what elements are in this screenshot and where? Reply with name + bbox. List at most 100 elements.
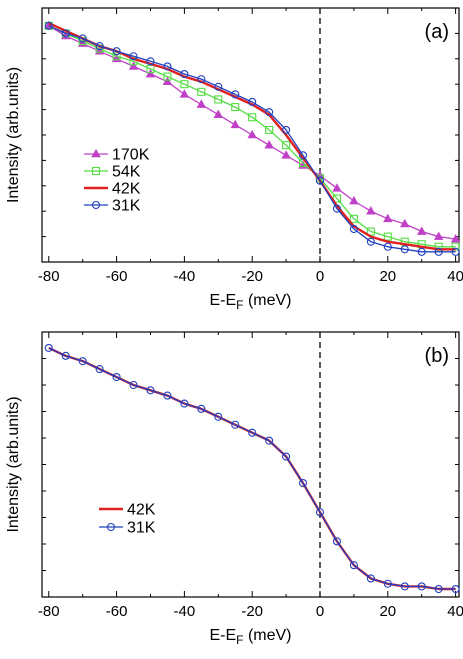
panel-a-series-170k-point: [128, 61, 139, 70]
panel-a-series-31k-point: [417, 247, 426, 256]
panel-a-series-31k-point: [95, 42, 104, 51]
panel-a-series-170k-point: [230, 119, 240, 129]
panel-a-series-54k-point: [248, 113, 257, 122]
panel-b-series-31k-point: [180, 399, 189, 408]
panel-b-series-31k-point: [129, 380, 138, 390]
panel-a-series-31k-point: [383, 242, 392, 251]
panel-b-legend-31k-marker: [106, 522, 116, 532]
panel-a-series-54k-point: [180, 80, 189, 89]
panel-a-legend-42k-label: 42K: [112, 181, 141, 198]
panel-b-series-31k-point: [282, 452, 291, 461]
panel-b-series-42k-line: [48, 346, 456, 591]
panel-a-series-31k-point: [61, 29, 70, 38]
panel-a-series-170k-point: [332, 183, 342, 192]
panel-a-series-31k-point: [434, 247, 443, 256]
panel-b-y-axis-title: Intensity (arb.units): [5, 396, 22, 532]
panel-a-series-54k-point: [163, 72, 172, 81]
panel-a-x-tick-label: -20: [241, 268, 263, 285]
panel-b-series-31k-point: [214, 412, 223, 421]
panel-a-series-54k-point: [197, 87, 206, 96]
panel-a-series-170k-point: [383, 213, 393, 223]
panel-a-y-axis-title: Intensity (arb.units): [5, 67, 22, 203]
panel-b-series-31k-point: [197, 404, 206, 413]
panel-b-series-31k-point: [298, 478, 308, 488]
panel-b-label: (b): [425, 345, 449, 367]
panel-b-series-31k-point: [146, 386, 155, 395]
panel-b-legend-42k-label: 42K: [127, 502, 156, 519]
panel-a-series-31k-point: [163, 62, 172, 71]
panel-a-legend-31k-label: 31K: [112, 198, 141, 215]
panel-b-series-31k-point: [248, 428, 257, 437]
panel-a-x-tick-label: -60: [106, 268, 128, 285]
panel-a-x-tick-label: -40: [174, 268, 196, 285]
panel-b-series-31k-point: [366, 574, 375, 583]
panel-a-series-31k-point: [231, 90, 240, 99]
panel-a-series-31k-point: [451, 247, 460, 256]
panel-a-series-31k-point: [180, 69, 189, 79]
panel-a-series-54k-point: [349, 214, 358, 223]
panel-a-series-31k-point: [214, 82, 223, 91]
panel-a-series-170k-point: [264, 140, 274, 149]
panel-b-x-tick-label: -40: [174, 603, 196, 620]
panel-b-series-31k-point: [265, 436, 274, 445]
panel-a-series-170k-point: [400, 218, 410, 228]
panel-a-series-170k-point: [213, 109, 224, 118]
panel-b-x-tick-label: 20: [379, 603, 396, 620]
panel-a-series-31k-line: [48, 25, 456, 253]
panel-a-series-31k-point: [349, 224, 358, 234]
panel-a-series-170k-point: [162, 76, 173, 85]
panel-a-series-31k-point: [248, 97, 257, 107]
panel-a-x-tick-label: -80: [38, 268, 60, 285]
panel-b-x-tick-label: -80: [38, 603, 60, 620]
panel-b-series-31k-point: [417, 582, 426, 591]
panel-a-series-54k-point: [332, 194, 342, 203]
panel-a-series-31k-point: [197, 75, 206, 84]
panel-a-series-54k-point: [214, 95, 223, 104]
panel-a-series-54k-point: [366, 227, 375, 236]
panel-b-series-31k-point: [434, 584, 443, 594]
panel-a-legend-170k-label: 170K: [112, 147, 150, 164]
panel-b-series-31k-line: [48, 347, 456, 590]
panel-a-x-tick-label: 40: [447, 268, 463, 285]
panel-b-x-tick-label: 40: [447, 603, 463, 620]
panel-b-series-31k-point: [95, 365, 104, 374]
panel-a-series-170k-point: [179, 89, 190, 98]
panel-a-series-31k-point: [315, 176, 325, 185]
panel-a-series-54k-point: [265, 125, 274, 134]
panel-b-series-31k-point: [315, 508, 325, 517]
panel-b-series-31k-point: [451, 584, 460, 594]
panel-a-series-31k-point: [265, 108, 274, 117]
panel-a-series-170k-point: [281, 150, 291, 159]
panel-a-legend-170k-marker: [91, 148, 101, 158]
panel-a-series-54k-point: [112, 52, 121, 61]
panel-a-label: (a): [425, 21, 449, 43]
panel-a-series-170k-point: [196, 99, 207, 108]
panel-a-series-170k-point: [145, 68, 156, 78]
panel-b-series-31k-point: [231, 420, 240, 429]
panel-a-series-54k-point: [146, 64, 155, 74]
panel-b-series-31k-point: [112, 372, 121, 382]
panel-a-series-170k-point: [416, 226, 427, 235]
panel-b-legend-31k-label: 31K: [127, 520, 156, 537]
panel-b-series-31k-point: [349, 561, 358, 570]
panel-b-x-tick-label: -60: [106, 603, 128, 620]
panel-a-series-31k-point: [400, 245, 409, 254]
panel-a-series-54k-point: [451, 242, 460, 251]
panel-a-series-31k-point: [298, 151, 308, 160]
panel-a-series-31k-point: [44, 21, 53, 30]
panel-a-x-axis-title: E-EF (meV): [209, 292, 291, 312]
panel-a-series-170k-point: [349, 195, 359, 205]
panel-b-x-axis-title: E-EF (meV): [209, 627, 291, 647]
panel-a-legend-31k-marker: [91, 200, 101, 210]
panel-a-x-tick-label: 0: [316, 268, 324, 285]
panel-b-series-31k-point: [78, 357, 87, 366]
panel-a-x-tick-label: 20: [379, 268, 396, 285]
panel-b-series-31k-point: [400, 582, 409, 591]
panel-b-series-31k-point: [332, 537, 342, 546]
panel-a-series-54k-point: [383, 232, 392, 241]
panel-b-series-31k-point: [163, 391, 172, 400]
panel-a-series-31k-point: [129, 52, 138, 61]
panel-a-series-31k-point: [146, 57, 155, 66]
